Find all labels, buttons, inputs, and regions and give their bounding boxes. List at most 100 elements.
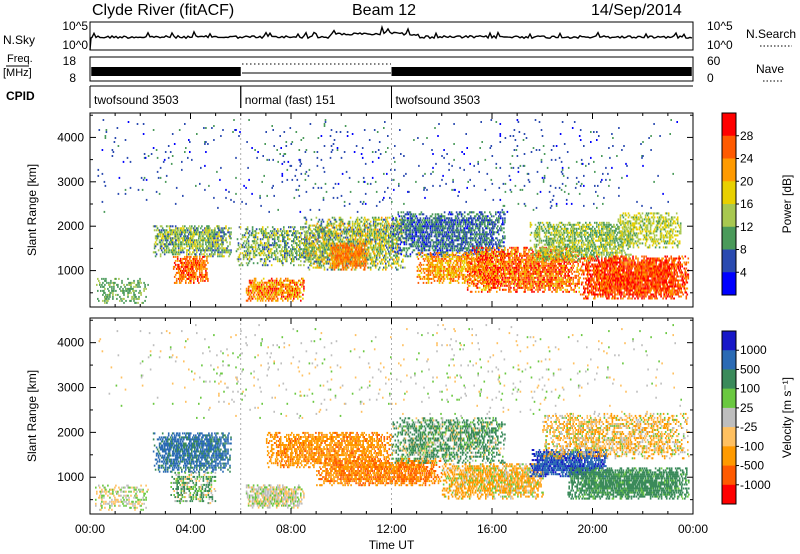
data-cell [207, 237, 209, 240]
data-cell [168, 225, 171, 228]
data-cell [268, 293, 271, 296]
data-cell [345, 250, 348, 253]
data-cell [425, 245, 428, 248]
data-cell [447, 213, 450, 216]
data-cell [258, 295, 261, 298]
data-cell [444, 235, 447, 238]
data-cell [374, 260, 377, 263]
data-cell [316, 226, 319, 229]
data-cell [253, 238, 256, 241]
data-cell [274, 287, 277, 290]
data-cell [362, 218, 365, 221]
data-cell [405, 239, 408, 242]
data-cell [445, 249, 448, 252]
data-cell [428, 245, 431, 248]
data-cell [251, 291, 254, 294]
data-cell [385, 220, 387, 223]
data-cell [279, 283, 282, 286]
data-cell [425, 249, 428, 252]
data-cell [450, 213, 453, 216]
data-cell [316, 256, 319, 259]
data-cell [135, 283, 137, 286]
data-cell [443, 221, 446, 224]
data-cell [351, 220, 354, 223]
data-cell [286, 291, 288, 294]
data-cell [376, 218, 379, 221]
data-cell [268, 244, 271, 247]
data-cell [297, 293, 299, 296]
data-cell [470, 231, 473, 234]
data-cell [168, 241, 171, 244]
data-cell [439, 241, 442, 244]
data-cell [329, 238, 332, 241]
data-cell [366, 232, 369, 235]
data-cell [334, 258, 337, 261]
data-cell [248, 291, 251, 294]
data-cell [264, 281, 267, 284]
data-cell [379, 224, 382, 227]
data-cell [174, 263, 177, 266]
data-cell [389, 240, 391, 243]
data-cell [343, 242, 346, 245]
data-cell [253, 250, 256, 253]
data-cell [155, 229, 158, 232]
data-cell [299, 283, 301, 286]
data-cell [323, 244, 326, 247]
data-cell [354, 242, 357, 245]
data-cell [318, 240, 321, 243]
data-cell [188, 261, 190, 264]
data-cell [145, 287, 147, 290]
data-cell [288, 234, 290, 237]
data-cell [211, 247, 213, 250]
data-cell [395, 266, 397, 269]
data-cell [189, 267, 191, 270]
data-cell [278, 234, 281, 237]
data-cell [332, 240, 335, 243]
data-cell [300, 254, 302, 257]
data-cell [177, 269, 180, 272]
data-cell [364, 238, 367, 241]
data-cell [173, 251, 176, 254]
data-cell [177, 239, 180, 242]
data-cell [284, 232, 286, 235]
data-cell [345, 256, 348, 259]
data-cell [464, 239, 467, 242]
data-cell [483, 231, 485, 234]
data-cell [159, 245, 162, 248]
data-cell [217, 237, 219, 240]
data-cell [348, 230, 351, 233]
data-cell [406, 211, 409, 214]
data-cell [394, 238, 396, 241]
data-cell [267, 285, 270, 288]
data-cell [213, 241, 215, 244]
data-cell [249, 250, 252, 253]
data-cell [210, 247, 212, 250]
data-cell [208, 237, 210, 240]
data-cell [98, 279, 100, 282]
data-cell [429, 215, 432, 218]
data-cell [397, 260, 399, 263]
data-cell [377, 244, 380, 247]
data-cell [204, 261, 206, 264]
data-cell [473, 245, 476, 248]
data-cell [455, 249, 458, 252]
data-cell [423, 221, 426, 224]
data-cell [287, 293, 289, 296]
data-cell [481, 223, 484, 226]
data-cell [307, 246, 310, 249]
data-cell [316, 232, 319, 235]
data-cell [330, 258, 333, 261]
data-cell [365, 254, 368, 257]
data-cell [484, 221, 486, 224]
data-cell [421, 247, 424, 250]
data-cell [325, 242, 328, 245]
data-cell [200, 249, 202, 252]
data-cell [255, 228, 258, 231]
data-cell [274, 242, 277, 245]
data-cell [333, 268, 336, 271]
data-cell [293, 264, 295, 267]
data-cell [306, 248, 309, 251]
data-cell [342, 252, 345, 255]
data-cell [427, 227, 430, 230]
data-cell [360, 260, 363, 263]
